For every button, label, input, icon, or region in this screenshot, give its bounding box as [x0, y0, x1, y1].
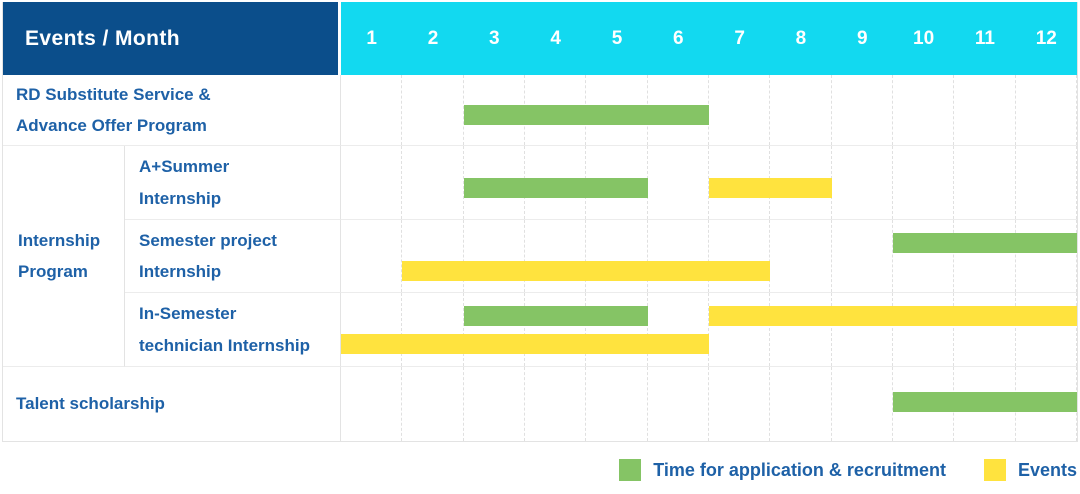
month-gridline-cell: [648, 293, 709, 366]
month-gridline-cell: [402, 293, 464, 366]
row-label-rd-substitute: RD Substitute Service & Advance Offer Pr…: [3, 75, 341, 146]
legend-green-swatch: [619, 459, 642, 481]
gantt-bar-green: [463, 105, 709, 125]
gantt-table: Events / Month 1 2 3 4 5 6 7 8 9 10 11 12 RD Substi…: [2, 2, 1078, 442]
month-gridline-cell: [832, 75, 893, 145]
table-title: Events / Month: [25, 26, 180, 50]
month-gridline-cell: [525, 293, 587, 366]
month-gridline-cell: [648, 220, 709, 292]
month-gridline-cell: [341, 75, 403, 145]
month-gridline-cell: [586, 367, 648, 441]
gantt-row-talent-scholarship: [341, 367, 1077, 441]
month-gridline-cell: [954, 75, 1016, 145]
gantt-bar-yellow: [709, 177, 832, 198]
month-gridline-cell: [464, 367, 525, 441]
gantt-row-semester-project-internship: [341, 220, 1077, 293]
month-gridline-cell: [954, 146, 1016, 219]
row-label-text: In-Semester technician Internship: [139, 304, 310, 355]
gantt-bar-green: [463, 306, 648, 326]
month-gridline-cell: [586, 220, 648, 292]
month-gridline-cell: [341, 146, 403, 219]
month-gridline-cell: [893, 293, 955, 366]
month-label: 10: [913, 27, 935, 49]
month-label: 7: [734, 27, 745, 49]
month-gridline-cell: [525, 220, 587, 292]
month-gridline-cell: [341, 367, 403, 441]
month-gridline-cell: [709, 75, 771, 145]
month-gridline-cell: [709, 220, 771, 292]
gantt-row-a-summer-internship: [341, 146, 1077, 220]
month-gridline-cell: [1016, 220, 1077, 292]
group-label-text: Internship Program: [18, 230, 101, 281]
gantt-bar-yellow: [709, 306, 1077, 326]
row-label-semester-project-internship: Semester project Internship: [125, 220, 341, 293]
row-label-in-semester-technician-internship: In-Semester technician Internship: [125, 293, 341, 367]
month-gridline-cell: [709, 293, 771, 366]
legend-item-events: Events: [983, 459, 1077, 481]
month-gridline-cell: [402, 220, 464, 292]
gantt-bar-yellow: [402, 261, 771, 281]
month-gridline-cell: [893, 146, 955, 219]
month-gridline-cell: [893, 75, 955, 145]
month-header: 1 2 3 4 5 6 7 8 9 10 11 12: [341, 2, 1077, 75]
month-gridline-cell: [832, 220, 893, 292]
legend: Time for application & recruitment Event…: [619, 459, 1077, 481]
month-gridline-cell: [648, 367, 709, 441]
month-label: 9: [857, 27, 868, 49]
month-gridline-cell: [832, 367, 893, 441]
gantt-bar-green: [893, 233, 1077, 253]
month-label: 3: [489, 27, 500, 49]
month-label: 11: [974, 27, 995, 49]
row-label-text: RD Substitute Service & Advance Offer Pr…: [16, 84, 211, 135]
month-gridline-cell: [402, 367, 464, 441]
month-gridline-cell: [954, 293, 1016, 366]
month-gridline-cell: [709, 367, 771, 441]
row-label-text: A+Summer Internship: [139, 157, 230, 208]
month-gridline-cell: [525, 367, 587, 441]
month-gridline-cell: [893, 220, 955, 292]
row-label-text: Semester project Internship: [139, 230, 277, 281]
gantt-bar-green: [893, 392, 1077, 412]
month-label: 2: [427, 27, 439, 49]
gantt-row-in-semester-technician-internship: [341, 293, 1077, 367]
month-gridline-cell: [341, 293, 403, 366]
month-gridline-cell: [341, 220, 403, 292]
month-gridline-cell: [770, 367, 832, 441]
gantt-bar-yellow: [341, 334, 709, 354]
row-label-a-summer-internship: A+Summer Internship: [125, 146, 341, 220]
month-gridline-cell: [1016, 293, 1077, 366]
month-gridline-cell: [770, 293, 832, 366]
month-gridline-cell: [1016, 75, 1077, 145]
month-label: 8: [795, 27, 807, 49]
gantt-bar-green: [463, 177, 648, 198]
table-title-cell: Events / Month: [3, 2, 341, 75]
month-gridline-cell: [402, 75, 464, 145]
month-gridline-cell: [954, 220, 1016, 292]
month-label: 1: [366, 27, 377, 49]
month-gridline-cell: [402, 146, 464, 219]
legend-yellow-swatch: [983, 459, 1006, 481]
month-gridline-cell: [770, 220, 832, 292]
month-label: 6: [673, 27, 684, 49]
legend-item-application-recruitment: Time for application & recruitment: [619, 459, 946, 481]
month-label: 5: [611, 27, 623, 49]
group-label-internship-program: Internship Program: [3, 146, 125, 367]
month-gridline-cell: [648, 146, 709, 219]
legend-label: Events: [1017, 459, 1077, 480]
month-gridline-cell: [464, 220, 525, 292]
month-gridline-cell: [832, 293, 893, 366]
month-label: 12: [1035, 27, 1057, 49]
month-label: 4: [550, 27, 561, 49]
row-label-text: Talent scholarship: [16, 394, 165, 414]
legend-label: Time for application & recruitment: [653, 459, 946, 480]
row-label-talent-scholarship: Talent scholarship: [3, 367, 341, 441]
month-gridline-cell: [770, 75, 832, 145]
month-gridline-cell: [1016, 146, 1077, 219]
month-gridline-cell: [464, 293, 525, 366]
month-gridline-cell: [586, 293, 648, 366]
gantt-row-rd-substitute: [341, 75, 1077, 146]
month-gridline-cell: [832, 146, 893, 219]
